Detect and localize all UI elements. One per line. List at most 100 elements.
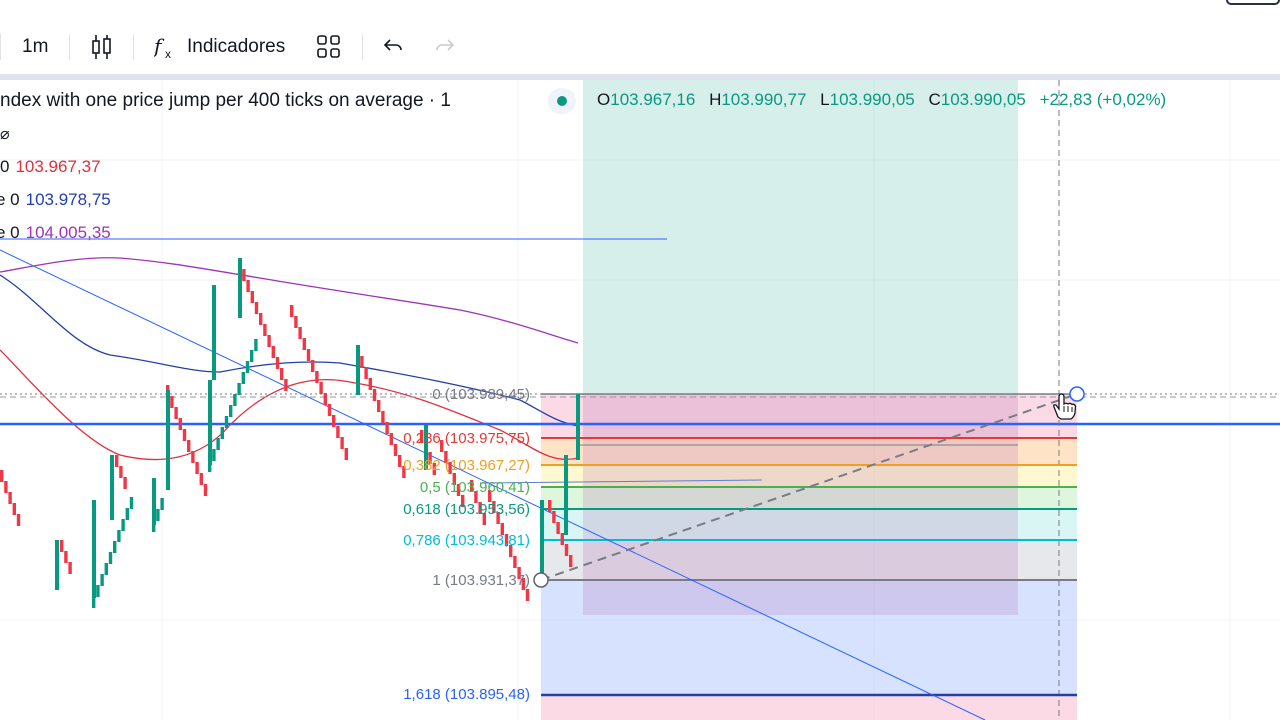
fib-zone bbox=[541, 438, 1077, 465]
renko-brick bbox=[203, 484, 208, 496]
renko-brick bbox=[556, 522, 560, 534]
market-status-dot[interactable] bbox=[548, 88, 576, 114]
long-position-stop-zone[interactable] bbox=[583, 394, 1018, 615]
chart-pane[interactable] bbox=[0, 80, 1280, 720]
renko-brick bbox=[306, 349, 311, 361]
renko-brick bbox=[504, 534, 509, 546]
fib-level-label: 0 (103.989,45) bbox=[432, 386, 530, 403]
drawing-anchor-handle[interactable] bbox=[533, 572, 549, 588]
fib-trend-line[interactable] bbox=[540, 393, 1078, 581]
candles-icon bbox=[92, 35, 111, 59]
renko-brick bbox=[199, 473, 203, 485]
indicator-value: 104.005,35 bbox=[25, 223, 111, 242]
renko-brick bbox=[8, 492, 12, 504]
renko-brick bbox=[254, 339, 258, 351]
renko-brick bbox=[452, 473, 456, 485]
indicator-prefix: ⌀ bbox=[0, 126, 10, 143]
window-corner bbox=[1226, 0, 1280, 5]
renko-brick bbox=[113, 541, 117, 553]
renko-brick bbox=[250, 350, 254, 362]
symbol-title[interactable]: ndex with one price jump per 400 ticks o… bbox=[0, 90, 451, 111]
undo-button[interactable] bbox=[382, 30, 404, 64]
trend-line[interactable] bbox=[0, 249, 986, 720]
fib-zone bbox=[541, 540, 1077, 580]
indicator-row[interactable]: 0 103.967,37 bbox=[0, 157, 101, 177]
renko-bar bbox=[55, 540, 59, 590]
long-position-target-zone[interactable] bbox=[583, 80, 1018, 394]
redo-button[interactable] bbox=[434, 30, 456, 64]
fib-zone bbox=[541, 695, 1077, 720]
renko-brick bbox=[327, 404, 332, 416]
renko-brick bbox=[254, 302, 259, 314]
interval-label: 1m bbox=[22, 36, 49, 57]
indicator-row[interactable]: e 0 103.978,75 bbox=[0, 190, 111, 210]
renko-bar bbox=[212, 285, 216, 380]
renko-bar bbox=[152, 478, 156, 525]
renko-brick bbox=[220, 427, 224, 439]
renko-brick bbox=[271, 346, 275, 358]
chart-type-button[interactable] bbox=[90, 30, 114, 64]
renko-brick bbox=[60, 540, 64, 552]
renko-brick bbox=[263, 324, 267, 336]
renko-brick bbox=[156, 509, 160, 521]
renko-brick bbox=[402, 466, 406, 478]
indicator-prefix: e 0 bbox=[0, 190, 20, 209]
fib-level-label: 0,236 (103.975,75) bbox=[403, 430, 530, 447]
renko-brick bbox=[500, 523, 504, 535]
renko-brick bbox=[488, 490, 492, 502]
renko-brick bbox=[521, 578, 525, 590]
fib-level-label: 1 (103.931,37) bbox=[432, 572, 530, 589]
renko-brick bbox=[517, 567, 521, 579]
templates-button[interactable] bbox=[317, 30, 341, 64]
renko-brick bbox=[381, 411, 385, 423]
renko-brick bbox=[92, 596, 96, 608]
renko-brick bbox=[121, 519, 125, 531]
drawing-anchor-handle[interactable] bbox=[1069, 386, 1085, 402]
renko-bar bbox=[92, 500, 96, 598]
indicator-value: 103.978,75 bbox=[25, 190, 111, 209]
indicator-row[interactable]: ⌀ bbox=[0, 124, 16, 144]
renko-brick bbox=[284, 379, 288, 391]
chart-canvas[interactable] bbox=[0, 80, 1280, 720]
interval-button[interactable]: 1m bbox=[22, 30, 48, 64]
indicators-button[interactable]: f x Indicadores bbox=[154, 30, 285, 64]
low-value: 103.990,05 bbox=[829, 90, 915, 109]
renko-brick bbox=[360, 356, 364, 368]
redo-icon bbox=[436, 39, 455, 51]
renko-bar bbox=[356, 345, 360, 395]
renko-brick bbox=[569, 555, 573, 567]
renko-brick bbox=[564, 544, 569, 556]
renko-bar bbox=[424, 425, 428, 470]
renko-brick bbox=[513, 556, 517, 568]
renko-brick bbox=[377, 400, 381, 412]
renko-brick bbox=[461, 495, 465, 507]
fib-zone bbox=[541, 394, 1077, 438]
svg-text:f: f bbox=[154, 34, 165, 58]
renko-brick bbox=[212, 449, 216, 461]
renko-brick bbox=[216, 438, 220, 450]
renko-brick bbox=[474, 491, 478, 503]
renko-brick bbox=[267, 335, 271, 347]
renko-brick bbox=[245, 361, 250, 373]
change-value: +22,83 (+0,02%) bbox=[1039, 90, 1167, 109]
toolbar-separator bbox=[362, 34, 363, 60]
renko-brick bbox=[482, 513, 486, 525]
renko-brick bbox=[448, 462, 452, 474]
renko-brick bbox=[496, 512, 500, 524]
indicator-row[interactable]: e 0 104.005,35 bbox=[0, 223, 111, 243]
renko-brick bbox=[525, 589, 530, 601]
renko-brick bbox=[560, 533, 564, 545]
renko-brick bbox=[340, 437, 344, 449]
renko-brick bbox=[117, 530, 121, 542]
renko-brick bbox=[315, 371, 319, 383]
undo-icon bbox=[383, 39, 402, 51]
renko-brick bbox=[250, 291, 254, 303]
renko-brick bbox=[64, 551, 68, 563]
renko-brick bbox=[275, 357, 280, 369]
ohlc-readout: O103.967,16 H103.990,77 L103.990,05 C103… bbox=[597, 90, 1175, 110]
renko-bar bbox=[166, 390, 170, 490]
renko-bar bbox=[540, 500, 544, 580]
fib-level-label: 0,618 (103.953,56) bbox=[403, 501, 530, 518]
renko-brick bbox=[129, 497, 134, 509]
renko-bar bbox=[238, 258, 242, 318]
